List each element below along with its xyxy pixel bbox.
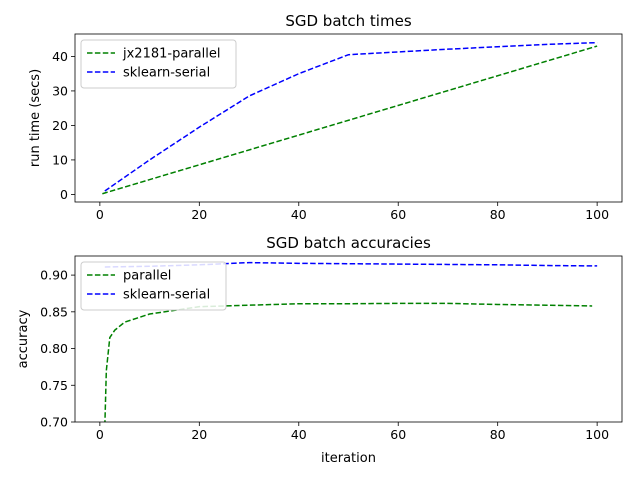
series-line-0 bbox=[104, 302, 593, 422]
y-tick-label: 40 bbox=[52, 49, 68, 64]
plot-frame bbox=[74, 33, 623, 203]
x-tick-label: 80 bbox=[490, 427, 506, 442]
y-tick-label: 0.90 bbox=[40, 268, 68, 283]
y-tick-label: 0.85 bbox=[40, 304, 68, 319]
x-tick-label: 80 bbox=[490, 207, 506, 222]
y-tick-label: 20 bbox=[52, 118, 68, 133]
y-tick-label: 0 bbox=[60, 187, 68, 202]
y-tick-label: 0.70 bbox=[40, 415, 68, 430]
x-tick-label: 100 bbox=[585, 427, 609, 442]
x-tick-label: 20 bbox=[191, 207, 207, 222]
legend-box bbox=[80, 261, 227, 311]
series-line-0 bbox=[102, 45, 598, 195]
legend-label-1: sklearn-serial bbox=[123, 66, 210, 81]
y-tick-label: 0.75 bbox=[40, 378, 68, 393]
legend-label-0: jx2181-parallel bbox=[122, 47, 220, 62]
y-tick-label: 0.80 bbox=[40, 341, 68, 356]
chart-run-times: 0 20 40 60 80 100 0 10 20 30 40 SGD batch times run … bbox=[28, 12, 623, 222]
chart-accuracies: 0 20 40 60 80 100 0.70 0.75 0.80 0.85 0.90 SGD batc… bbox=[16, 234, 623, 466]
chart-title: SGD batch accuracies bbox=[266, 234, 431, 252]
x-tick-label: 0 bbox=[96, 427, 104, 442]
y-axis-title: run time (secs) bbox=[28, 69, 43, 167]
y-tick-label: 10 bbox=[52, 152, 68, 167]
x-axis-title: iteration bbox=[321, 451, 376, 466]
legend-box bbox=[80, 39, 237, 89]
x-tick-label: 20 bbox=[191, 427, 207, 442]
y-tick-label: 30 bbox=[52, 83, 68, 98]
series-line-1 bbox=[104, 41, 598, 192]
y-axis-title: accuracy bbox=[16, 309, 31, 368]
x-tick-label: 0 bbox=[96, 207, 104, 222]
chart-title: SGD batch times bbox=[285, 12, 411, 30]
x-tick-label: 60 bbox=[390, 427, 406, 442]
x-tick-label: 60 bbox=[390, 207, 406, 222]
legend-label-0: parallel bbox=[123, 269, 171, 284]
legend-label-1: sklearn-serial bbox=[123, 288, 210, 303]
plot-frame bbox=[74, 255, 623, 423]
x-tick-label: 100 bbox=[585, 207, 609, 222]
x-tick-label: 40 bbox=[291, 207, 307, 222]
x-tick-label: 40 bbox=[291, 427, 307, 442]
